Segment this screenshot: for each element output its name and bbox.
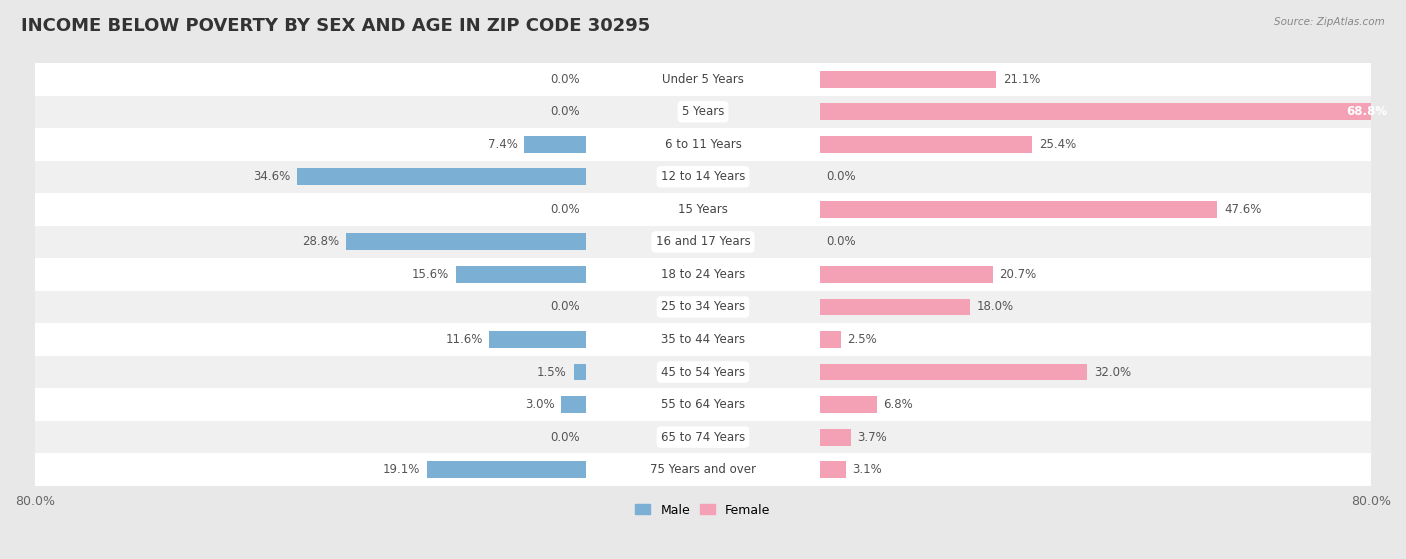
Text: 11.6%: 11.6%	[446, 333, 482, 346]
Bar	[35, 128, 1371, 160]
Bar	[820, 331, 841, 348]
Bar	[820, 299, 970, 315]
Text: 25 to 34 Years: 25 to 34 Years	[661, 301, 745, 314]
Text: 3.1%: 3.1%	[852, 463, 882, 476]
Text: 6 to 11 Years: 6 to 11 Years	[665, 138, 741, 151]
Text: 18.0%: 18.0%	[977, 301, 1014, 314]
Bar	[35, 453, 1371, 486]
Text: 32.0%: 32.0%	[1094, 366, 1130, 378]
Text: 0.0%: 0.0%	[550, 105, 579, 119]
Text: 16 and 17 Years: 16 and 17 Years	[655, 235, 751, 248]
Text: Source: ZipAtlas.com: Source: ZipAtlas.com	[1274, 17, 1385, 27]
Bar	[820, 461, 846, 478]
Bar	[820, 396, 877, 413]
Legend: Male, Female: Male, Female	[630, 499, 776, 522]
Text: 3.0%: 3.0%	[524, 398, 554, 411]
Text: 3.7%: 3.7%	[858, 430, 887, 444]
Text: 0.0%: 0.0%	[550, 73, 579, 86]
Text: 68.8%: 68.8%	[1347, 105, 1388, 119]
Text: 0.0%: 0.0%	[550, 301, 579, 314]
Bar	[35, 356, 1371, 389]
Bar	[35, 63, 1371, 96]
Text: 45 to 54 Years: 45 to 54 Years	[661, 366, 745, 378]
Text: 47.6%: 47.6%	[1225, 203, 1261, 216]
Bar	[35, 323, 1371, 356]
Bar	[489, 331, 586, 348]
Text: 35 to 44 Years: 35 to 44 Years	[661, 333, 745, 346]
Text: Under 5 Years: Under 5 Years	[662, 73, 744, 86]
Bar	[574, 363, 586, 381]
Bar	[820, 363, 1087, 381]
Text: INCOME BELOW POVERTY BY SEX AND AGE IN ZIP CODE 30295: INCOME BELOW POVERTY BY SEX AND AGE IN Z…	[21, 17, 651, 35]
Text: 65 to 74 Years: 65 to 74 Years	[661, 430, 745, 444]
Bar	[820, 266, 993, 283]
Bar	[346, 234, 586, 250]
Bar	[35, 258, 1371, 291]
Text: 0.0%: 0.0%	[827, 235, 856, 248]
Bar	[820, 136, 1032, 153]
Bar	[456, 266, 586, 283]
Text: 18 to 24 Years: 18 to 24 Years	[661, 268, 745, 281]
Text: 15.6%: 15.6%	[412, 268, 449, 281]
Bar	[820, 429, 851, 446]
Bar	[35, 160, 1371, 193]
Text: 75 Years and over: 75 Years and over	[650, 463, 756, 476]
Text: 1.5%: 1.5%	[537, 366, 567, 378]
Text: 55 to 64 Years: 55 to 64 Years	[661, 398, 745, 411]
Bar	[35, 226, 1371, 258]
Bar	[426, 461, 586, 478]
Bar	[561, 396, 586, 413]
Text: 19.1%: 19.1%	[382, 463, 420, 476]
Bar	[35, 421, 1371, 453]
Bar	[35, 193, 1371, 226]
Text: 5 Years: 5 Years	[682, 105, 724, 119]
Bar	[35, 389, 1371, 421]
Text: 6.8%: 6.8%	[883, 398, 912, 411]
Text: 15 Years: 15 Years	[678, 203, 728, 216]
Bar	[820, 103, 1395, 120]
Bar	[297, 168, 586, 185]
Bar	[35, 96, 1371, 128]
Text: 0.0%: 0.0%	[550, 203, 579, 216]
Text: 12 to 14 Years: 12 to 14 Years	[661, 170, 745, 183]
Text: 0.0%: 0.0%	[827, 170, 856, 183]
Text: 7.4%: 7.4%	[488, 138, 517, 151]
Text: 2.5%: 2.5%	[848, 333, 877, 346]
Bar	[820, 201, 1218, 218]
Text: 20.7%: 20.7%	[1000, 268, 1036, 281]
Text: 34.6%: 34.6%	[253, 170, 291, 183]
Text: 21.1%: 21.1%	[1002, 73, 1040, 86]
Text: 0.0%: 0.0%	[550, 430, 579, 444]
Bar	[35, 291, 1371, 323]
Bar	[820, 71, 995, 88]
Text: 28.8%: 28.8%	[302, 235, 339, 248]
Bar	[524, 136, 586, 153]
Text: 25.4%: 25.4%	[1039, 138, 1076, 151]
